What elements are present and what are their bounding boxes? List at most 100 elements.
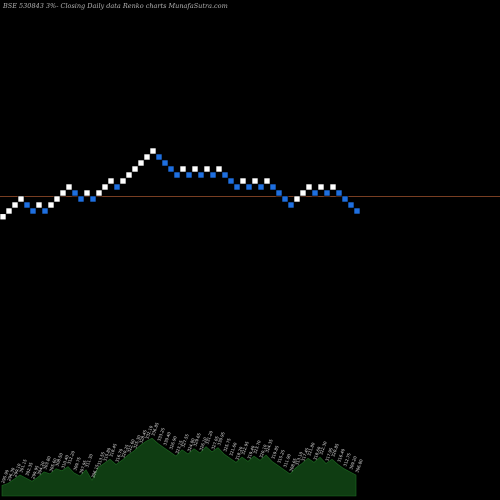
volume-label: 311.90 (282, 453, 292, 468)
renko-brick-up (0, 213, 7, 221)
volume-label: 319.40 (246, 444, 256, 459)
volume-label: 303.80 (42, 455, 52, 470)
volume-label: 307.95 (78, 459, 88, 474)
volume-label: 296.30 (6, 466, 16, 481)
renko-brick-up (149, 147, 157, 155)
volume-label: 322.60 (126, 438, 136, 453)
renko-brick-up (263, 177, 271, 185)
volume-label: 301.15 (18, 458, 28, 473)
volume-label: 322.95 (240, 440, 250, 455)
renko-brick-down (23, 201, 31, 209)
volume-label: 330.95 (216, 431, 226, 446)
volume-area (1, 437, 357, 497)
renko-brick-up (191, 165, 199, 173)
renko-brick-up (125, 171, 133, 179)
renko-brick-up (179, 165, 187, 173)
volume-label: 326.90 (168, 435, 178, 450)
renko-brick-up (11, 201, 19, 209)
renko-brick-down (281, 195, 289, 203)
renko-brick-down (113, 183, 121, 191)
volume-label: 324.35 (264, 438, 274, 453)
renko-brick-down (353, 207, 361, 215)
renko-brick-up (101, 183, 109, 191)
renko-bricks (0, 147, 361, 221)
volume-label: 318.60 (312, 445, 322, 460)
volume-label: 299.10 (12, 462, 22, 477)
renko-brick-up (293, 195, 301, 203)
volume-label: 313.10 (294, 451, 304, 466)
volume-label: 306.15 (90, 463, 100, 478)
renko-brick-up (35, 201, 43, 209)
volume-label: 317.45 (300, 447, 310, 462)
volume-label: 315.25 (276, 449, 286, 464)
volume-label: 311.30 (84, 453, 94, 468)
volume-label: 295.90 (0, 469, 10, 484)
volume-label: 310.40 (60, 454, 70, 469)
renko-brick-down (233, 183, 241, 191)
volume-label: 319.85 (270, 444, 280, 459)
volume-label: 313.55 (96, 451, 106, 466)
volume-label: 304.20 (36, 460, 46, 475)
volume-label: 321.80 (306, 441, 316, 456)
renko-brick-up (203, 165, 211, 173)
renko-brick-down (29, 207, 37, 215)
volume-label: 312.75 (342, 452, 352, 467)
renko-brick-down (323, 189, 331, 197)
renko-brick-up (107, 177, 115, 185)
volume-label: 308.50 (54, 452, 64, 467)
renko-brick-down (89, 195, 97, 203)
renko-brick-down (167, 165, 175, 173)
volume-label: 312.20 (66, 450, 76, 465)
renko-brick-up (131, 165, 139, 173)
volume-label: 320.85 (330, 442, 340, 457)
renko-brick-up (299, 189, 307, 197)
volume-label: 316.70 (114, 448, 124, 463)
renko-brick-down (161, 159, 169, 167)
volume-label: 306.80 (354, 458, 364, 473)
renko-brick-up (239, 177, 247, 185)
renko-brick-down (311, 189, 319, 197)
volume-label: 325.30 (132, 434, 142, 449)
volume-label: 328.45 (138, 429, 148, 444)
volume-label: 327.55 (180, 433, 190, 448)
chart-title: BSE 530843 3%- Closing Daily data Renko … (3, 2, 228, 10)
volume-label: 327.05 (210, 435, 220, 450)
volume-label: 320.25 (120, 443, 130, 458)
renko-brick-up (215, 165, 223, 173)
volume-label: 299.95 (30, 464, 40, 479)
volume-labels: 295.90296.30299.10301.15302.35299.95304.… (0, 421, 364, 484)
renko-brick-down (341, 195, 349, 203)
volume-label: 332.10 (144, 424, 154, 439)
volume-label: 316.40 (336, 448, 346, 463)
volume-label: 321.60 (228, 441, 238, 456)
volume-label: 309.20 (348, 455, 358, 470)
volume-label: 320.10 (258, 443, 268, 458)
volume-label: 308.65 (288, 457, 298, 472)
renko-brick-down (155, 153, 163, 161)
volume-label: 326.10 (198, 436, 208, 451)
volume-label: 330.40 (162, 431, 172, 446)
volume-label: 333.25 (156, 427, 166, 442)
volume-label: 331.20 (204, 430, 214, 445)
renko-brick-up (137, 159, 145, 167)
volume-label: 317.95 (324, 447, 334, 462)
volume-label: 325.75 (222, 437, 232, 452)
volume-label: 318.45 (108, 442, 118, 457)
renko-brick-down (185, 171, 193, 179)
renko-brick-down (209, 171, 217, 179)
renko-brick-up (119, 177, 127, 185)
renko-brick-up (47, 201, 55, 209)
renko-brick-down (347, 201, 355, 209)
renko-brick-up (83, 189, 91, 197)
volume-label: 302.35 (24, 461, 34, 476)
renko-brick-down (41, 207, 49, 215)
renko-brick-down (221, 171, 229, 179)
renko-brick-down (245, 183, 253, 191)
renko-brick-up (5, 207, 13, 215)
renko-brick-up (59, 189, 67, 197)
renko-brick-up (329, 183, 337, 191)
renko-brick-up (53, 195, 61, 203)
volume-label: 323.70 (252, 439, 262, 454)
